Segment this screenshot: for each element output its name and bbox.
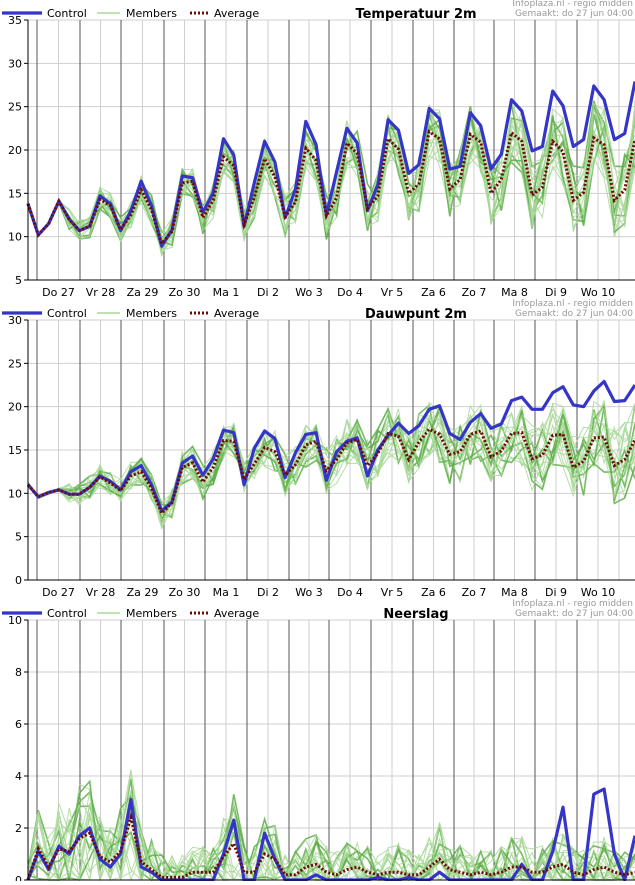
x-tick-label: Ma 1 bbox=[213, 286, 240, 299]
x-tick-label: Do 4 bbox=[337, 586, 363, 599]
average-line bbox=[26, 427, 635, 516]
x-tick-label: Di 9 bbox=[545, 286, 567, 299]
legend-control-label: Control bbox=[47, 7, 87, 20]
legend-members-label: Members bbox=[126, 7, 177, 20]
member-line bbox=[27, 104, 635, 245]
legend-control-label: Control bbox=[47, 607, 87, 620]
made-label: Gemaakt: do 27 jun 04:00 bbox=[515, 609, 633, 619]
x-tick-label: Zo 30 bbox=[169, 586, 201, 599]
control-line bbox=[26, 81, 635, 248]
legend-members-label: Members bbox=[126, 607, 177, 620]
y-tick-label: 10 bbox=[8, 231, 22, 244]
y-tick-label: 10 bbox=[8, 487, 22, 500]
member-line bbox=[27, 123, 635, 252]
x-tick-label: Ma 8 bbox=[501, 586, 528, 599]
x-tick-label: Vr 28 bbox=[86, 286, 116, 299]
member-line bbox=[27, 120, 635, 240]
legend-control-label: Control bbox=[47, 307, 87, 320]
y-tick-label: 20 bbox=[8, 144, 22, 157]
member-line bbox=[27, 792, 635, 882]
member-line bbox=[27, 779, 635, 883]
x-tick-label: Vr 5 bbox=[381, 586, 404, 599]
x-tick-label: Do 27 bbox=[42, 586, 75, 599]
legend-members-label: Members bbox=[126, 307, 177, 320]
x-tick-label: Wo 10 bbox=[581, 586, 615, 599]
made-label: Gemaakt: do 27 jun 04:00 bbox=[515, 309, 633, 319]
chart-title: Temperatuur 2m bbox=[355, 7, 476, 22]
y-tick-label: 35 bbox=[8, 14, 22, 27]
x-tick-label: Do 4 bbox=[337, 286, 363, 299]
y-tick-label: 15 bbox=[8, 444, 22, 457]
legend-average-label: Average bbox=[214, 307, 259, 320]
y-tick-label: 15 bbox=[8, 187, 22, 200]
y-tick-label: 30 bbox=[8, 57, 22, 70]
y-tick-label: 10 bbox=[8, 614, 22, 627]
y-tick-label: 0 bbox=[15, 574, 22, 587]
chart-panel-2: 0 5 10 15 20 25 30 Do 27 Vr 28 Za 29 Zo 30 Ma 1 Di 2… bbox=[2, 299, 635, 599]
member-line bbox=[27, 408, 635, 514]
legend-average-label: Average bbox=[214, 607, 259, 620]
x-tick-label: Di 2 bbox=[257, 286, 279, 299]
y-tick-label: 8 bbox=[15, 666, 22, 679]
source-label: Infoplaza.nl - regio midden bbox=[512, 0, 633, 9]
x-tick-label: Zo 7 bbox=[462, 286, 487, 299]
x-tick-label: Vr 28 bbox=[86, 586, 116, 599]
x-tick-label: Ma 1 bbox=[213, 586, 240, 599]
chart-title: Neerslag bbox=[383, 607, 448, 622]
x-tick-label: Di 2 bbox=[257, 586, 279, 599]
plot-area bbox=[28, 620, 635, 880]
x-tick-label: Zo 7 bbox=[462, 586, 487, 599]
x-tick-label: Vr 5 bbox=[381, 286, 404, 299]
chart-panel-1: 5 10 15 20 25 30 35 Do 27 Vr 28 Za 29 Zo 30 Ma 1 Di … bbox=[2, 0, 635, 299]
average-line bbox=[26, 129, 635, 247]
y-tick-label: 6 bbox=[15, 718, 22, 731]
made-label: Gemaakt: do 27 jun 04:00 bbox=[515, 9, 633, 19]
x-tick-label: Zo 30 bbox=[169, 286, 201, 299]
x-tick-label: Wo 3 bbox=[295, 586, 322, 599]
y-tick-label: 4 bbox=[15, 770, 22, 783]
source-label: Infoplaza.nl - regio midden bbox=[512, 299, 633, 309]
y-tick-label: 25 bbox=[8, 101, 22, 114]
y-tick-label: 20 bbox=[8, 401, 22, 414]
x-tick-label: Wo 3 bbox=[295, 286, 322, 299]
y-tick-label: 5 bbox=[15, 274, 22, 287]
x-tick-label: Za 29 bbox=[127, 286, 159, 299]
member-line bbox=[27, 411, 635, 529]
y-tick-label: 5 bbox=[15, 531, 22, 544]
member-line bbox=[27, 402, 635, 506]
y-tick-label: 25 bbox=[8, 357, 22, 370]
x-tick-label: Wo 10 bbox=[581, 286, 615, 299]
chart-panel-3: 0 2 4 6 8 10 Control Members Average Neerslag Info… bbox=[2, 599, 635, 885]
legend-average-label: Average bbox=[214, 7, 259, 20]
y-tick-label: 30 bbox=[8, 314, 22, 327]
member-line bbox=[27, 108, 635, 257]
x-tick-label: Ma 8 bbox=[501, 286, 528, 299]
x-tick-label: Za 6 bbox=[421, 286, 446, 299]
chart-title: Dauwpunt 2m bbox=[365, 307, 467, 322]
source-label: Infoplaza.nl - regio midden bbox=[512, 599, 633, 609]
x-tick-label: Za 6 bbox=[421, 586, 446, 599]
y-tick-label: 0 bbox=[15, 874, 22, 881]
x-tick-label: Do 27 bbox=[42, 286, 75, 299]
x-tick-label: Di 9 bbox=[545, 586, 567, 599]
member-line bbox=[27, 108, 635, 241]
y-tick-label: 2 bbox=[15, 822, 22, 835]
x-tick-label: Za 29 bbox=[127, 586, 159, 599]
